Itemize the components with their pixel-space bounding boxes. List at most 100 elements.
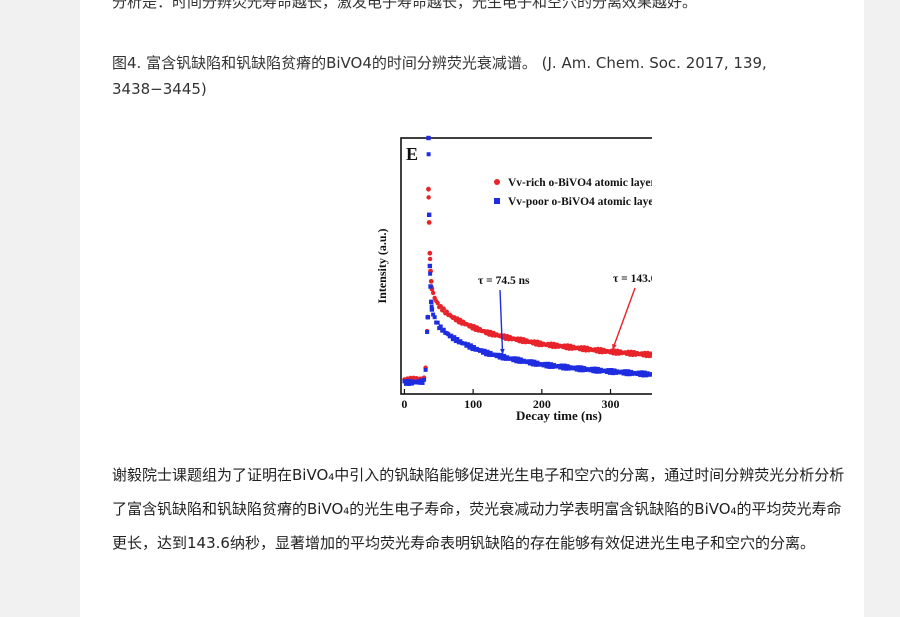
data-point-poor (527, 361, 532, 366)
x-axis-label: Decay time (ns) (516, 408, 602, 423)
data-point-poor (547, 364, 552, 369)
data-point-poor (595, 366, 600, 371)
data-point-poor (406, 381, 411, 386)
data-point-poor (629, 369, 634, 374)
data-point-poor (441, 327, 446, 332)
data-point-poor (533, 362, 538, 367)
data-point-poor (452, 335, 457, 340)
data-point-poor (589, 366, 594, 371)
data-point-poor (496, 352, 501, 357)
data-point-poor (432, 315, 437, 320)
data-point-poor (427, 263, 433, 269)
figure-decay-chart: E Intensity (a.u.) Decay time (ns) 0 100 2… (300, 128, 652, 432)
data-point-poor (487, 352, 492, 357)
data-point-poor (403, 381, 408, 386)
data-point-poor (426, 135, 431, 141)
annotations-group: τ = 74.5 ns τ = 143.6 ns (478, 273, 652, 355)
data-point-poor (644, 373, 649, 378)
data-point-poor (532, 359, 537, 364)
data-point-poor (431, 312, 436, 317)
x-tick-label: 300 (602, 397, 620, 411)
data-point-poor (626, 369, 631, 374)
previous-paragraph-tail: 分析是：时间分辨荧光寿命越长，激发电子寿命越长，光生电子和空穴的分离效果越好。 (112, 0, 698, 11)
legend: Vv-rich o-BiVO4 atomic layers Vv-poor o-… (494, 177, 652, 208)
data-point-poor (542, 361, 547, 366)
data-point-poor (518, 357, 523, 362)
data-point-poor (470, 347, 475, 352)
y-axis-label: Intensity (a.u.) (375, 228, 389, 303)
data-point-poor (481, 350, 486, 355)
data-point-rich (426, 195, 431, 200)
data-point-poor (594, 369, 599, 374)
decay-chart-svg: E Intensity (a.u.) Decay time (ns) 0 100 2… (375, 135, 652, 423)
data-point-rich (650, 353, 652, 358)
data-point-rich (438, 303, 443, 309)
data-point-poor (438, 324, 443, 329)
data-point-poor (499, 353, 504, 358)
legend-label-poor: Vv-poor o-BiVO4 atomic layers (508, 196, 652, 208)
data-point-poor (591, 369, 596, 374)
tau-annotation: τ = 143.6 ns (613, 273, 652, 285)
data-marks-group (402, 135, 652, 386)
data-point-poor (425, 315, 430, 320)
data-point-poor (429, 304, 434, 309)
data-point-poor (462, 341, 467, 346)
data-point-rich (427, 250, 433, 256)
data-point-poor (482, 348, 487, 353)
data-point-poor (467, 345, 472, 350)
data-point-poor (564, 366, 569, 371)
legend-marker-rich (494, 179, 500, 185)
data-point-poor (485, 349, 490, 354)
data-point-poor (612, 368, 617, 373)
data-point-poor (497, 355, 502, 360)
data-point-poor (419, 378, 424, 383)
data-point-poor (544, 364, 549, 369)
data-point-poor (549, 362, 554, 367)
tau-annotation: τ = 74.5 ns (478, 275, 530, 287)
data-point-poor (514, 359, 519, 364)
data-point-poor (428, 271, 433, 276)
data-point-poor (606, 368, 611, 373)
data-point-poor (428, 284, 433, 289)
x-ticks-group: 0100200300400 (401, 389, 620, 411)
data-point-poor (517, 359, 522, 364)
data-point-poor (435, 320, 440, 325)
data-point-rich (428, 278, 434, 284)
x-tick-label: 0 (401, 397, 407, 411)
data-point-rich (441, 306, 446, 311)
body-paragraph: 谢毅院士课题组为了证明在BiVO₄中引入的钒缺陷能够促进光生电子和空穴的分离，通… (112, 466, 845, 552)
data-point-poor (455, 336, 460, 341)
scrollbar[interactable] (882, 0, 900, 617)
data-point-poor (579, 365, 584, 370)
data-point-poor (449, 333, 454, 338)
data-point-poor (468, 343, 473, 348)
data-point-poor (425, 329, 430, 334)
data-point-poor (641, 373, 646, 378)
data-point-poor (627, 372, 632, 377)
data-point-poor (471, 344, 476, 349)
data-point-poor (636, 370, 641, 375)
data-point-poor (535, 360, 540, 365)
data-point-poor (465, 342, 470, 347)
data-point-poor (574, 367, 579, 372)
data-point-poor (638, 372, 643, 377)
data-point-poor (576, 365, 581, 370)
x-tick-label: 100 (464, 397, 482, 411)
data-point-rich (435, 300, 440, 306)
data-point-poor (512, 356, 517, 361)
data-point-poor (402, 379, 407, 384)
data-point-rich (430, 290, 436, 296)
data-point-poor (500, 356, 505, 361)
data-point-poor (408, 379, 413, 384)
data-point-poor (559, 363, 564, 368)
data-point-poor (546, 361, 551, 366)
legend-label-rich: Vv-rich o-BiVO4 atomic layers (508, 177, 652, 189)
data-point-poor (479, 348, 484, 353)
panel-label: E (406, 144, 418, 164)
data-point-poor (530, 362, 535, 367)
data-point-poor (526, 359, 531, 364)
data-point-poor (561, 366, 566, 371)
data-point-poor (624, 372, 629, 377)
article-page: 分析是：时间分辨荧光寿命越长，激发电子寿命越长，光生电子和空穴的分离效果越好。 … (80, 0, 864, 617)
annotation-arrow (499, 289, 504, 355)
